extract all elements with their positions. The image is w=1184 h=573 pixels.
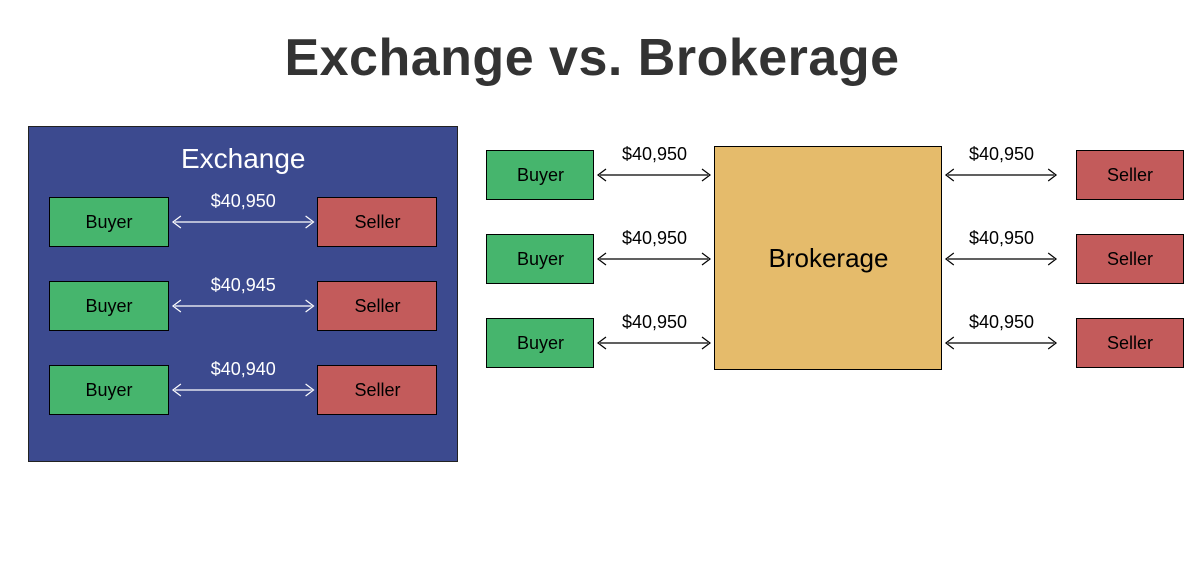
buyer-box: Buyer xyxy=(486,318,594,368)
exchange-price-label: $40,940 xyxy=(169,359,317,380)
exchange-arrow: $40,950 xyxy=(169,197,317,247)
double-arrow-icon xyxy=(594,165,714,185)
double-arrow-icon xyxy=(169,212,317,232)
exchange-row: Buyer $40,945 Seller xyxy=(49,281,437,331)
exchange-panel-title: Exchange xyxy=(29,143,457,175)
seller-box: Seller xyxy=(317,281,437,331)
brokerage-center-box: Brokerage xyxy=(714,146,942,370)
exchange-price-label: $40,945 xyxy=(169,275,317,296)
brokerage-price-label: $40,950 xyxy=(594,228,714,249)
brokerage-price-label: $40,950 xyxy=(942,228,1060,249)
double-arrow-icon xyxy=(942,333,1060,353)
seller-box: Seller xyxy=(317,365,437,415)
brokerage-right-arrows: $40,950 $40,950 $40,950 xyxy=(942,150,1060,368)
double-arrow-icon xyxy=(169,380,317,400)
buyer-box: Buyer xyxy=(49,197,169,247)
brokerage-buyers-column: Buyer Buyer Buyer xyxy=(486,150,594,368)
brokerage-arrow: $40,950 xyxy=(594,234,714,284)
exchange-arrow: $40,945 xyxy=(169,281,317,331)
buyer-box: Buyer xyxy=(49,281,169,331)
seller-box: Seller xyxy=(317,197,437,247)
exchange-price-label: $40,950 xyxy=(169,191,317,212)
brokerage-panel: Buyer Buyer Buyer $40,950 $40,950 xyxy=(486,146,1184,446)
brokerage-price-label: $40,950 xyxy=(594,312,714,333)
brokerage-arrow: $40,950 xyxy=(942,234,1060,284)
brokerage-price-label: $40,950 xyxy=(942,312,1060,333)
brokerage-arrow: $40,950 xyxy=(594,318,714,368)
seller-box: Seller xyxy=(1076,150,1184,200)
brokerage-price-label: $40,950 xyxy=(942,144,1060,165)
double-arrow-icon xyxy=(942,249,1060,269)
seller-box: Seller xyxy=(1076,318,1184,368)
buyer-box: Buyer xyxy=(486,150,594,200)
panels-row: Exchange Buyer $40,950 Seller Buyer $40, xyxy=(0,126,1184,462)
brokerage-sellers-column: Seller Seller Seller xyxy=(1076,150,1184,368)
buyer-box: Buyer xyxy=(49,365,169,415)
double-arrow-icon xyxy=(169,296,317,316)
exchange-rows: Buyer $40,950 Seller Buyer $40,945 xyxy=(29,197,457,415)
brokerage-price-label: $40,950 xyxy=(594,144,714,165)
brokerage-arrow: $40,950 xyxy=(942,318,1060,368)
seller-box: Seller xyxy=(1076,234,1184,284)
brokerage-left-arrows: $40,950 $40,950 $40,950 xyxy=(594,150,714,368)
double-arrow-icon xyxy=(942,165,1060,185)
exchange-row: Buyer $40,940 Seller xyxy=(49,365,437,415)
exchange-arrow: $40,940 xyxy=(169,365,317,415)
double-arrow-icon xyxy=(594,249,714,269)
brokerage-arrow: $40,950 xyxy=(594,150,714,200)
page-title: Exchange vs. Brokerage xyxy=(0,28,1184,88)
brokerage-arrow: $40,950 xyxy=(942,150,1060,200)
buyer-box: Buyer xyxy=(486,234,594,284)
exchange-row: Buyer $40,950 Seller xyxy=(49,197,437,247)
double-arrow-icon xyxy=(594,333,714,353)
exchange-panel: Exchange Buyer $40,950 Seller Buyer $40, xyxy=(28,126,458,462)
